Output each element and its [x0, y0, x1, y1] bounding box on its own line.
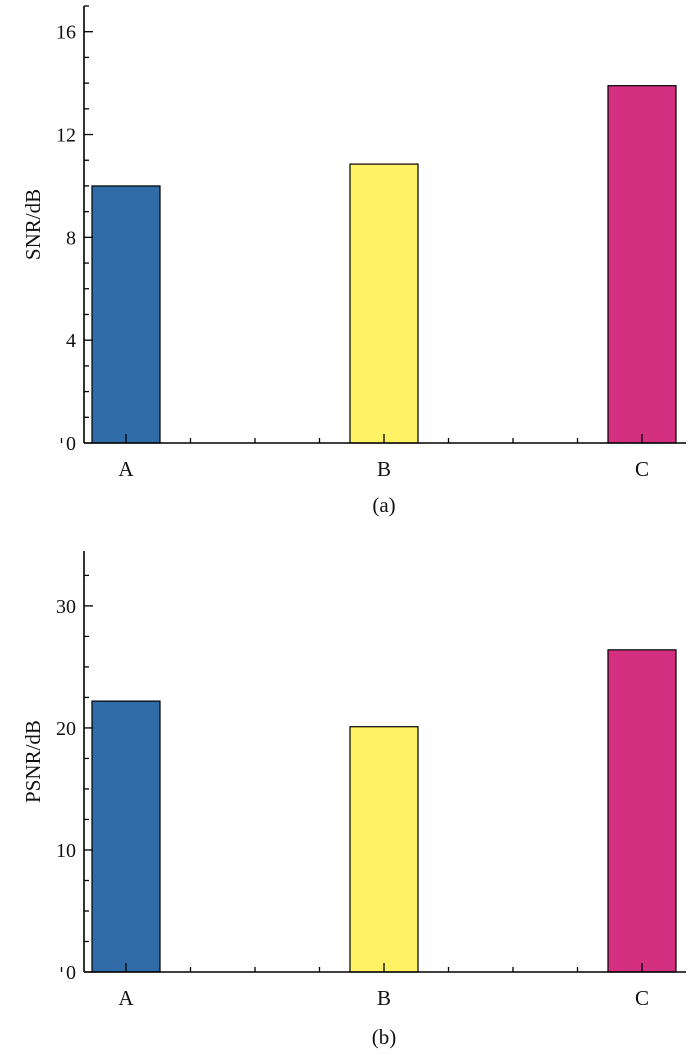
- x-tick-label-b-c: C: [635, 986, 649, 1010]
- bar-b-a: [91, 700, 161, 973]
- y-tick-label-b: 30: [56, 596, 76, 618]
- bar-a-c: [607, 85, 677, 444]
- x-tick-label-a-c: C: [635, 457, 649, 481]
- y-axis-label-a: SNR/dB: [21, 189, 45, 260]
- caption-b: (b): [372, 1025, 397, 1049]
- bar-b-b: [349, 726, 419, 973]
- y-tick-label-a: 12: [56, 125, 76, 147]
- y-tick-label-a: 4: [66, 330, 76, 352]
- y-tick-label-a: 16: [56, 22, 76, 44]
- y-tick-label-b: 20: [56, 718, 76, 740]
- y-tick-label-b: 0: [66, 962, 76, 984]
- y-axis-label-b: PSNR/dB: [21, 720, 45, 803]
- caption-a: (a): [372, 493, 395, 517]
- y-tick-label-b: 10: [56, 840, 76, 862]
- x-tick-label-a-a: A: [118, 457, 134, 481]
- y-tick-label-a: 8: [66, 227, 76, 249]
- y-tick-label-a: 0: [66, 433, 76, 455]
- x-tick-label-a-b: B: [377, 457, 391, 481]
- bar-b-c: [607, 649, 677, 973]
- chart-b: 0 10 20 30 A B C PSNR/dB (b): [21, 551, 686, 1049]
- x-tick-label-b-b: B: [377, 986, 391, 1010]
- chart-a: 0 4 8 12 16 A B C SNR/dB (a): [21, 5, 686, 517]
- bar-a-a: [91, 185, 161, 444]
- x-tick-label-b-a: A: [118, 986, 134, 1010]
- bar-a-b: [349, 163, 419, 444]
